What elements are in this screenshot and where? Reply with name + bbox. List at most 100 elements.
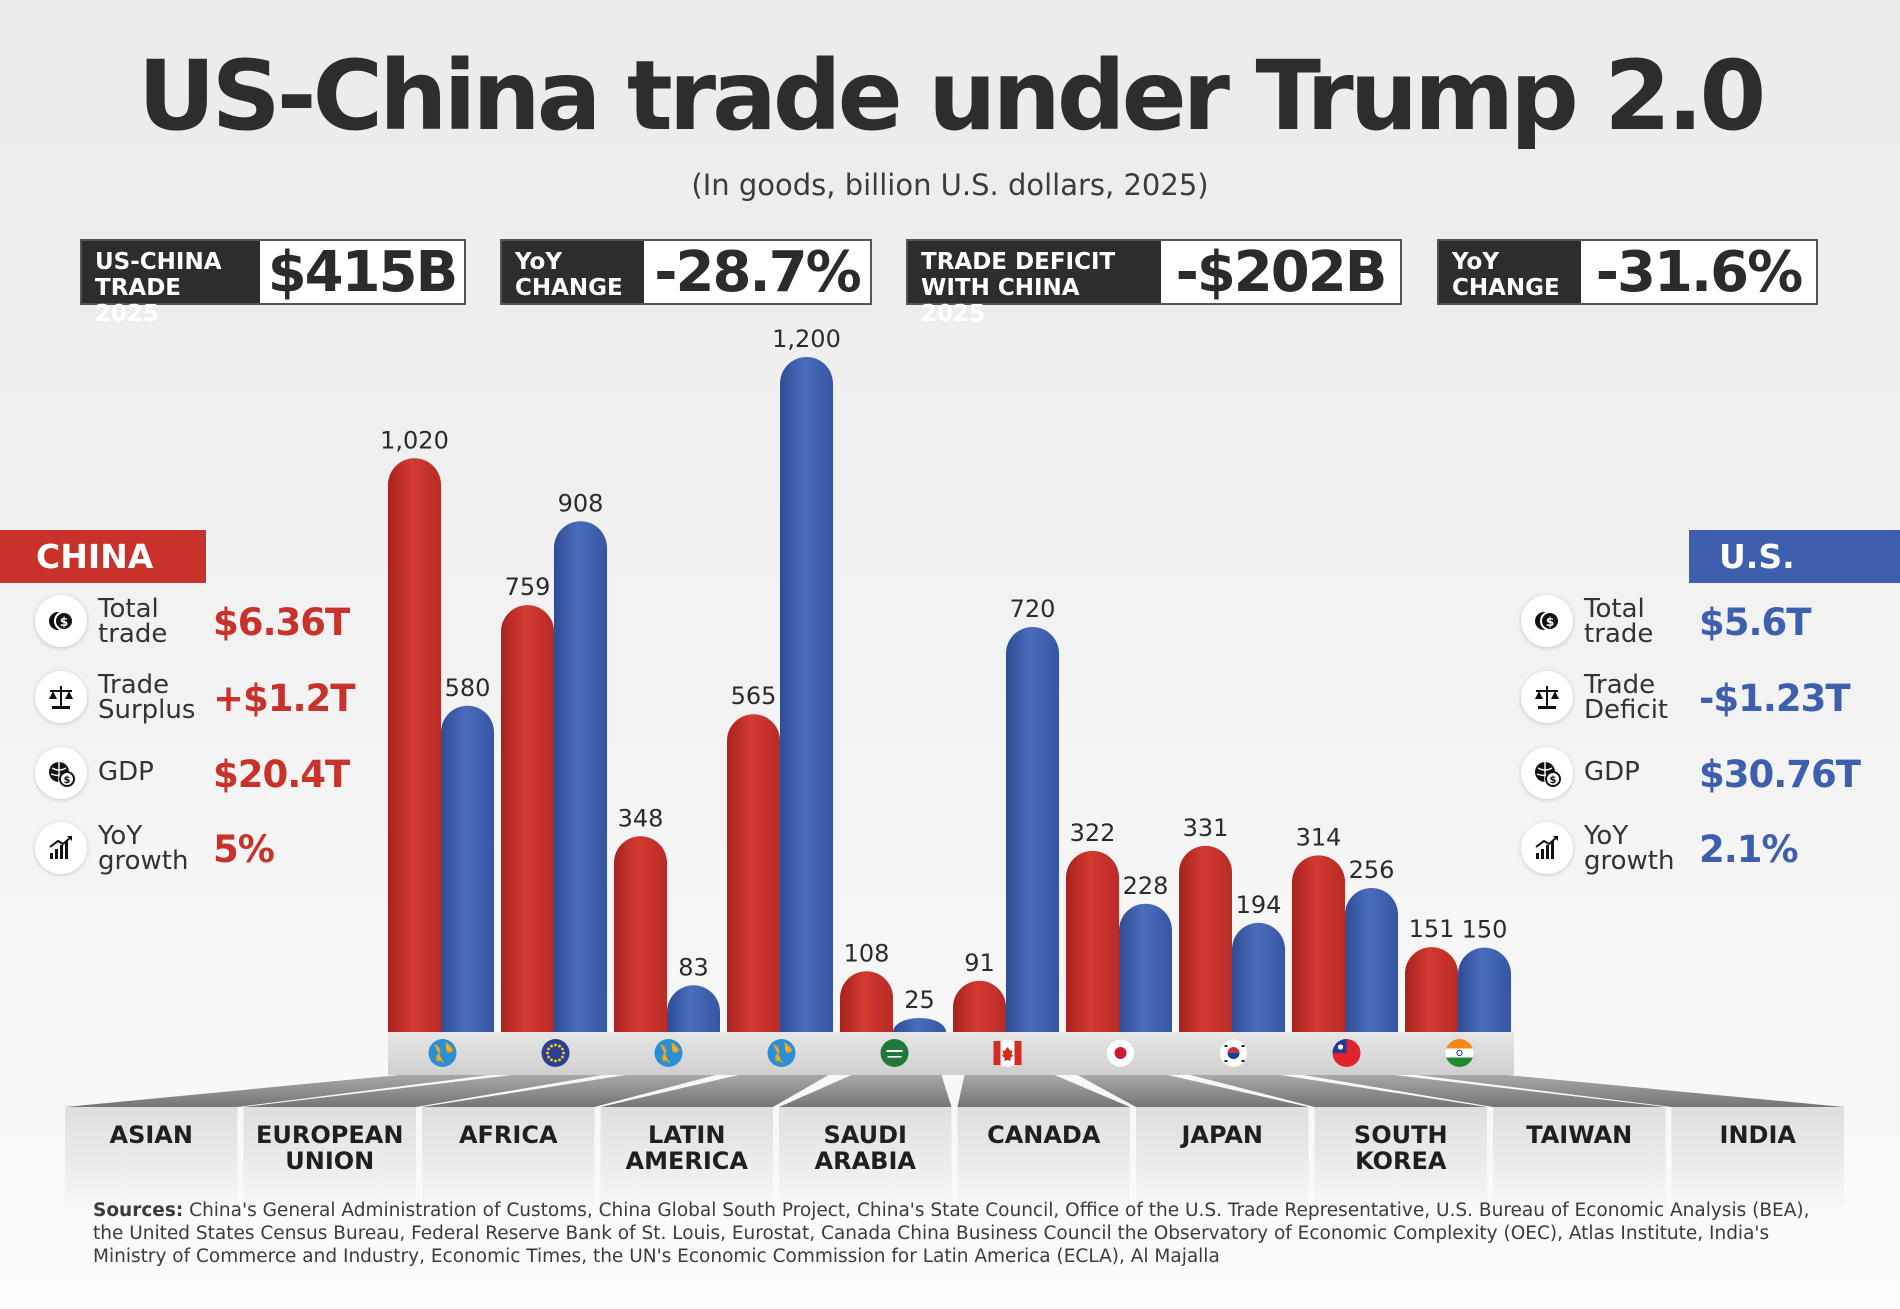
bar-value-label: 565 [731, 682, 777, 710]
category-box [243, 1107, 416, 1207]
metric-value: 2.1% [1699, 828, 1799, 871]
category-label: SOUTH KOREA [1354, 1121, 1448, 1175]
bar-series-2 [554, 521, 607, 1032]
category-label: SAUDI ARABIA [815, 1121, 917, 1175]
metric-label: YoY growth [1584, 821, 1675, 876]
category-box [600, 1107, 773, 1207]
category-box [1493, 1107, 1666, 1207]
bar-value-label: 322 [1070, 819, 1116, 847]
stat-box-trade-2025: US-CHINA TRADE 2025 $415B [80, 239, 466, 327]
icon-strip [388, 1032, 1514, 1075]
category-box [779, 1107, 952, 1207]
sources-note: Sources: China's General Administration … [93, 1199, 1833, 1268]
bar-value-label: 759 [505, 573, 551, 601]
globe-americas-icon [767, 1039, 796, 1067]
metric-value: $6.36T [213, 601, 350, 644]
bar-series-1 [1066, 850, 1119, 1032]
bar-value-label: 151 [1409, 915, 1455, 943]
category-label: CANADA [987, 1121, 1101, 1149]
bar-series-2 [441, 705, 494, 1032]
category-tray [1190, 1075, 1487, 1107]
metric-label: Trade Surplus [98, 670, 196, 725]
bar-value-label: 25 [904, 986, 935, 1014]
category-tray [1416, 1075, 1844, 1107]
bar-series-2 [1458, 947, 1511, 1032]
growth-chart-icon [35, 822, 87, 874]
category-tray [600, 1075, 829, 1107]
stat-label: YoY CHANGE [1439, 241, 1581, 303]
metric-value: +$1.2T [213, 677, 356, 720]
category-label: TAIWAN [1526, 1121, 1632, 1149]
bar-value-label: 194 [1236, 891, 1282, 919]
bar-value-label: 1,020 [380, 426, 449, 454]
bar-value-label: 314 [1296, 823, 1342, 851]
bar-series-2 [1232, 922, 1285, 1032]
bar-value-label: 1,200 [772, 325, 841, 353]
bar-series-2 [780, 357, 833, 1033]
category-box [65, 1107, 238, 1207]
category-label: INDIA [1720, 1121, 1797, 1149]
canada-flag-icon [993, 1038, 1022, 1068]
sources-label: Sources: [93, 1200, 184, 1221]
svg-text:$: $ [1550, 775, 1557, 786]
page-subtitle: (In goods, billion U.S. dollars, 2025) [691, 168, 1209, 202]
category-box [1136, 1107, 1309, 1207]
bar-series-1 [614, 836, 667, 1032]
category-label: AFRICA [459, 1121, 558, 1149]
stat-box-deficit-2025: TRADE DEFICIT WITH CHINA 2025 -$202B [906, 239, 1402, 327]
bar-series-2 [1345, 888, 1398, 1032]
globe-asia-icon [428, 1039, 457, 1067]
category-label: ASIAN [110, 1121, 193, 1149]
category-tray [957, 1075, 1130, 1107]
bar-value-label: 83 [678, 953, 709, 981]
bar-value-label: 91 [964, 949, 995, 977]
bar-value-label: 720 [1010, 595, 1056, 623]
category-tray [243, 1075, 603, 1107]
category-tray [1303, 1075, 1666, 1107]
category-box [1671, 1107, 1844, 1207]
bar-value-label: 150 [1462, 916, 1508, 944]
bar-series-2 [1006, 627, 1059, 1032]
bar-series-1 [953, 980, 1006, 1032]
south-korea-flag-icon [1219, 1038, 1248, 1068]
category-box [1314, 1107, 1487, 1207]
globe-africa-icon [654, 1039, 683, 1067]
bar-value-label: 228 [1123, 872, 1169, 900]
category-tray [422, 1075, 716, 1107]
stat-label: YoY CHANGE [502, 241, 644, 303]
dollar-coins-icon: $ [1521, 595, 1573, 647]
bar-series-2 [1119, 903, 1172, 1032]
bar-value-label: 331 [1183, 814, 1229, 842]
category-box [422, 1107, 595, 1207]
bar-series-1 [388, 458, 441, 1033]
svg-text:$: $ [64, 775, 71, 786]
metric-label: Trade Deficit [1584, 670, 1669, 725]
svg-text:$: $ [1546, 615, 1554, 629]
metric-value: -$1.23T [1699, 677, 1851, 720]
bar-series-1 [1292, 855, 1345, 1032]
bar-series-1 [1405, 947, 1458, 1032]
bar-value-label: 108 [844, 939, 890, 967]
category-tray [65, 1075, 490, 1107]
stat-value: $415B [267, 239, 459, 305]
metric-label: Total trade [1584, 594, 1654, 649]
metric-value: 5% [213, 828, 275, 871]
dollar-coins-icon: $ [35, 595, 87, 647]
metric-label: GDP [98, 757, 154, 787]
saudi-flag-icon [880, 1039, 909, 1067]
metric-label: GDP [1584, 757, 1640, 787]
stat-box-deficit-yoy: YoY CHANGE -31.6% [1437, 239, 1818, 305]
china-tag: CHINA [0, 530, 206, 583]
bar-series-1 [727, 714, 780, 1032]
metric-value: $20.4T [213, 753, 350, 796]
stat-value: -31.6% [1595, 239, 1804, 305]
stat-value: -$202B [1175, 239, 1388, 305]
sources-text: China's General Administration of Custom… [93, 1200, 1810, 1267]
bar-value-label: 580 [445, 674, 491, 702]
metric-label: Total trade [98, 594, 168, 649]
bar-series-2 [893, 1017, 946, 1032]
growth-chart-icon [1521, 822, 1573, 874]
metric-label: YoY growth [98, 821, 189, 876]
category-box [957, 1107, 1130, 1207]
